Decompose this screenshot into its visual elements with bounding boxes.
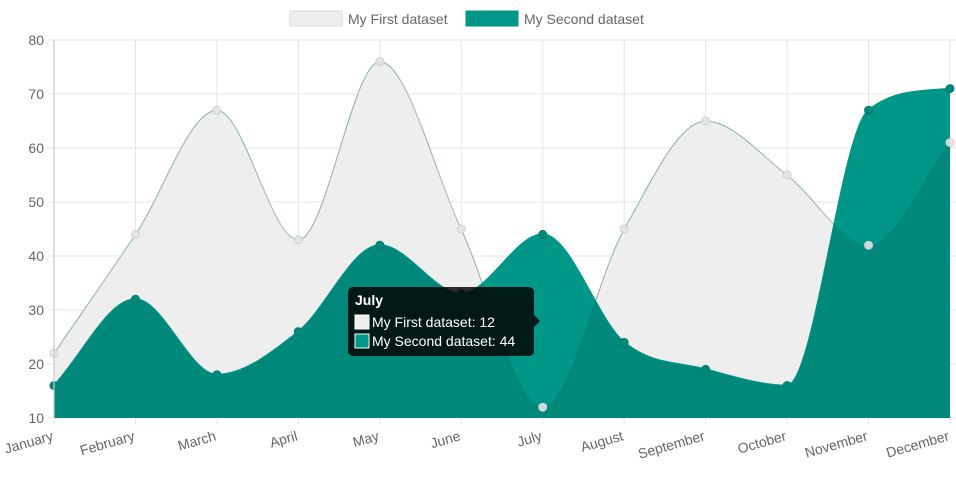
x-tick-label: June (429, 427, 463, 451)
y-tick-label: 70 (28, 86, 44, 102)
series-1-point (782, 170, 792, 180)
legend-label: My First dataset (348, 11, 448, 27)
y-tick-label: 20 (28, 356, 44, 372)
legend-item-2[interactable]: My Second dataset (465, 10, 644, 27)
y-tick-label: 40 (28, 248, 44, 264)
legend-swatch (289, 10, 343, 27)
series-2-point (782, 381, 792, 391)
tooltip-title: July (355, 292, 383, 308)
tooltip-caret (534, 315, 540, 327)
series-2-point (619, 337, 629, 347)
series-1-area (54, 61, 950, 418)
tooltip: July My First dataset: 12 My Second datase… (348, 287, 540, 356)
x-tick-label: October (736, 427, 789, 456)
series-2-line (53, 87, 951, 387)
series-1-point (293, 235, 303, 245)
tooltip-line: My Second dataset: 44 (372, 333, 515, 349)
series-2-point (130, 294, 140, 304)
x-tick-label: January (3, 428, 55, 457)
series-1-point (619, 224, 629, 234)
series-2-point (701, 364, 711, 374)
tooltip-swatch (354, 333, 370, 349)
legend-swatch (465, 10, 519, 27)
x-tick-label: April (268, 428, 299, 451)
series-1-point (130, 229, 140, 239)
x-tick-label: December (884, 427, 951, 460)
series-1-point (701, 116, 711, 126)
series-areas (53, 60, 951, 418)
series-2-point (945, 84, 955, 94)
x-tick-label: November (803, 427, 870, 460)
y-tick-label: 60 (28, 140, 44, 156)
x-tick-label: September (636, 427, 707, 461)
series-2-point (864, 105, 874, 115)
legend-label: My Second dataset (524, 11, 644, 27)
tooltip-box: July My First dataset: 12 My Second datase… (348, 287, 540, 356)
x-tick-label: July (515, 428, 543, 450)
x-tick-label: May (351, 428, 381, 451)
series-2-point (293, 327, 303, 337)
x-tick-label: February (78, 428, 136, 459)
series-1-point (864, 240, 874, 250)
series-1-point (945, 138, 955, 148)
series-2-point (375, 240, 385, 250)
series-1-point (375, 57, 385, 67)
series-1-point (538, 402, 548, 412)
y-tick-label: 80 (28, 32, 44, 48)
y-tick-label: 10 (28, 410, 44, 426)
tooltip-swatch (354, 314, 370, 330)
y-tick-label: 50 (28, 194, 44, 210)
series-2-point (538, 229, 548, 239)
x-tick-label: August (579, 427, 625, 454)
series-2-point (212, 370, 222, 380)
data-points (49, 57, 955, 412)
series-1-point (212, 105, 222, 115)
y-tick-label: 30 (28, 302, 44, 318)
tooltip-line: My First dataset: 12 (372, 314, 495, 330)
x-tick-label: March (176, 428, 218, 454)
legend: My First dataset My Second dataset (289, 10, 644, 27)
tooltip-background (348, 287, 534, 356)
legend-item-1[interactable]: My First dataset (289, 10, 448, 27)
series-1-point (456, 224, 466, 234)
